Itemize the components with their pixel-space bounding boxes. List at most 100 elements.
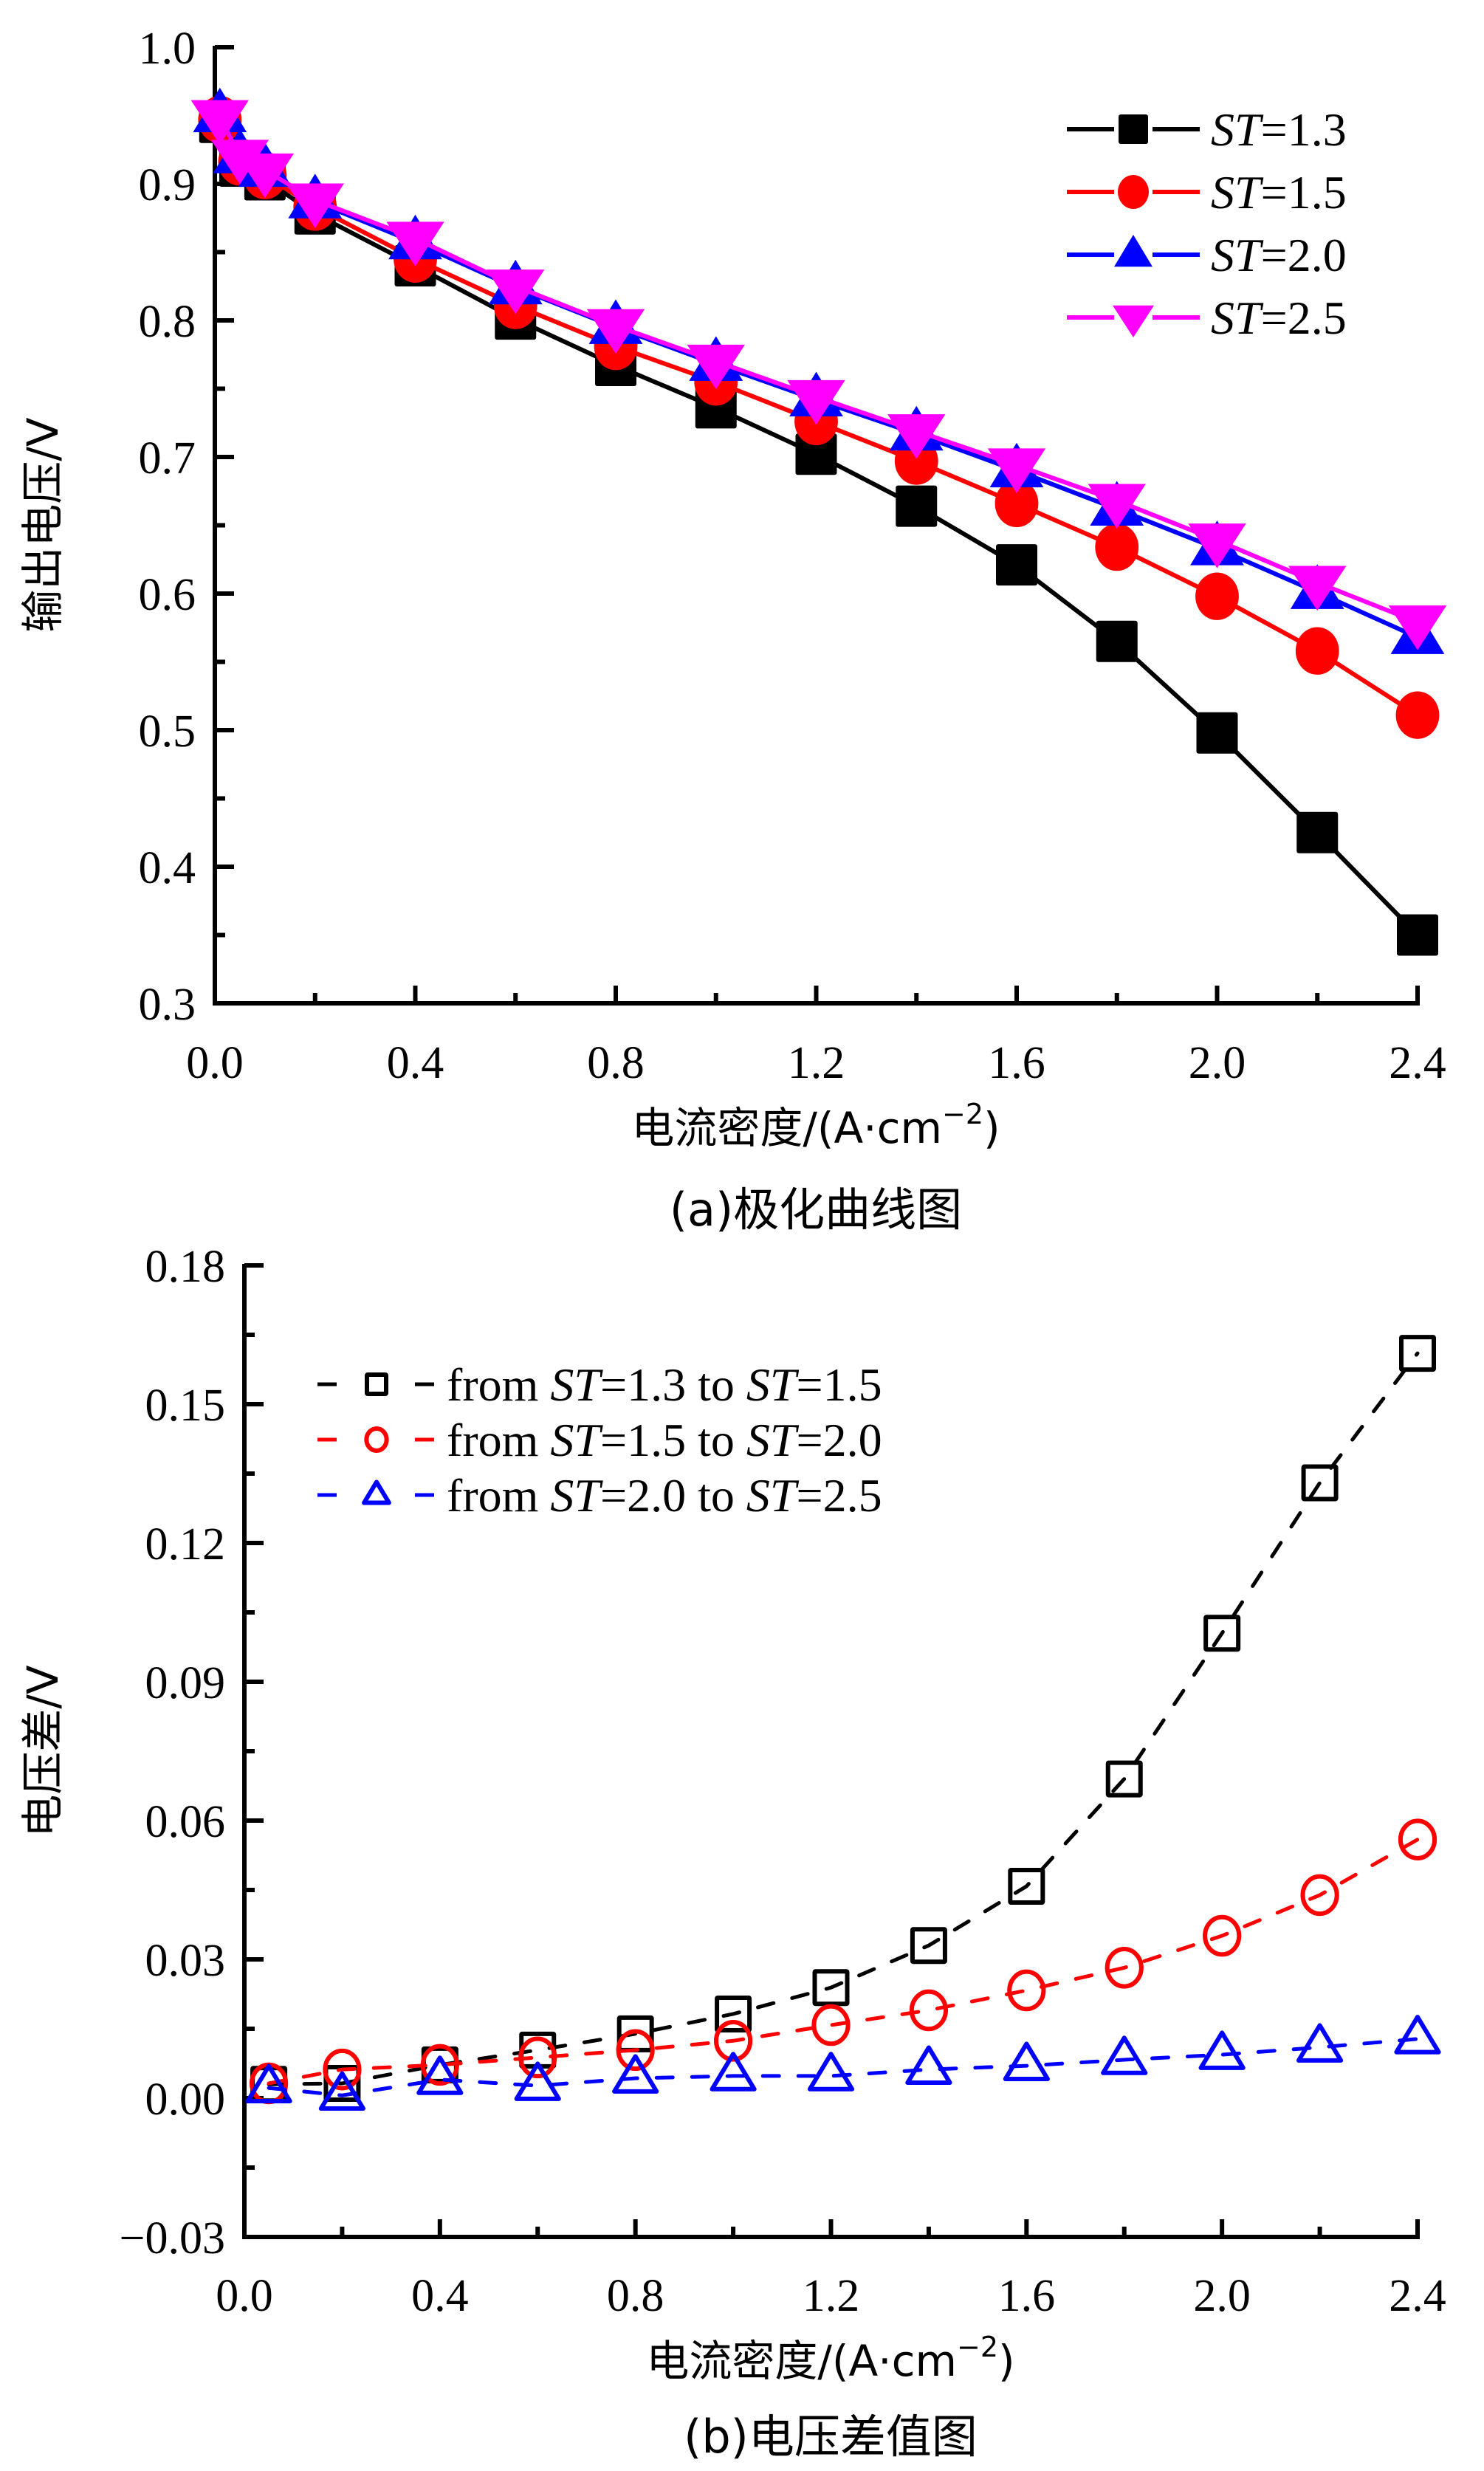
chart-b-ytick-label: −0.03 [120, 2213, 225, 2264]
chart-b-series-0-line [267, 1351, 1420, 2086]
chart-b-xtick-label: 1.6 [998, 2271, 1056, 2321]
chart-b-legend-gap [357, 1417, 396, 1462]
chart-b-data-point [1399, 1335, 1436, 1372]
chart-a-xtick-label: 2.0 [1189, 1038, 1246, 1088]
chart-a-data-point [1397, 914, 1438, 956]
chart-b-legend-gap [357, 1473, 396, 1517]
chart-b-xlabel-tail: ) [998, 2336, 1015, 2386]
chart-b-data-point [420, 2044, 459, 2086]
chart-a-ytick-label: 0.4 [139, 843, 196, 893]
chart-b-ytick-label: 0.09 [145, 1658, 226, 1708]
chart-b-data-point [1300, 1874, 1339, 1917]
chart-a-data-point [386, 221, 444, 267]
chart-b-data-point [1203, 1615, 1241, 1652]
chart-b-legend-marker [365, 1372, 388, 1396]
chart-b-data-point [1198, 2030, 1246, 2070]
chart-b-xtick-label: 2.4 [1389, 2271, 1446, 2321]
chart-b-series [245, 1335, 1441, 2111]
chart-a-ytick-label: 0.9 [139, 160, 196, 210]
chart-a-data-point [996, 544, 1037, 586]
chart-a-xlabel-sup: −2 [942, 1098, 983, 1130]
chart-a-data-point [887, 414, 946, 459]
chart-b-legend-label: from ST=1.5 to ST=2.0 [447, 1414, 882, 1466]
chart-a-legend-item: ST=2.5 [1067, 292, 1347, 344]
chart-a-legend-marker [1119, 114, 1148, 144]
chart-b-xlabel-main: 电流密度/(A·cm [646, 2336, 957, 2386]
chart-b-data-point [323, 2048, 362, 2091]
chart-b-ytick-label: 0.03 [145, 1936, 226, 1986]
chart-a-caption: (a)极化曲线图 [670, 1183, 962, 1237]
chart-b-data-point [514, 2061, 561, 2101]
chart-b-ytick-label: 0.15 [145, 1381, 226, 1431]
chart-a-data-point [987, 448, 1046, 493]
chart-a-data-point [286, 183, 344, 228]
chart-a-data-point [896, 485, 938, 527]
chart-b-legend-item: from ST=1.5 to ST=2.0 [317, 1414, 882, 1466]
chart-b-data-point [910, 1927, 947, 1965]
chart-a-ytick-label: 0.5 [139, 707, 196, 757]
chart-b-xlabel: 电流密度/(A·cm−2) [646, 2331, 1014, 2386]
chart-a-data-point [687, 344, 745, 390]
chart-b-data-point [416, 2055, 464, 2095]
chart-a-data-point [1296, 811, 1339, 853]
chart-b-axes: −0.03 0.00 0.03 0.06 0.09 0.12 0.15 0.18 0.0 0.4 0… [120, 1242, 1446, 2321]
chart-b-data-point [811, 2004, 851, 2046]
chart-a-ytick-label: 0.7 [139, 433, 196, 484]
chart-b-ytick-label: 0.18 [145, 1242, 226, 1292]
chart-a-data-point [487, 269, 545, 315]
chart-b-data-point [1007, 1969, 1046, 2012]
chart-b-data-point [1101, 2035, 1148, 2075]
chart-b-xlabel-sup: −2 [957, 2331, 998, 2363]
chart-a-data-point [1196, 712, 1238, 754]
chart-b-series-2-line [267, 2037, 1420, 2097]
chart-b-legend-label: from ST=1.3 to ST=1.5 [447, 1358, 882, 1411]
chart-a-data-point [236, 153, 295, 199]
chart-a-polarization: 0.3 0.4 0.5 0.6 0.7 0.8 0.9 1.0 0.0 0.4 0.8 1.2 1.6 2… [18, 24, 1447, 1237]
chart-b-data-point [518, 2036, 557, 2079]
chart-b-legend-item: from ST=2.0 to ST=2.5 [317, 1469, 882, 1522]
chart-a-data-point [1095, 523, 1139, 571]
chart-b-series-1 [250, 1818, 1437, 2105]
chart-a-data-point [586, 309, 645, 354]
chart-b-xtick-label: 1.2 [803, 2271, 860, 2321]
chart-b-xtick-label: 2.0 [1193, 2271, 1251, 2321]
chart-b-xtick-label: 0.4 [411, 2271, 469, 2321]
chart-a-xtick-label: 0.8 [587, 1038, 645, 1088]
chart-a-legend-marker [1113, 305, 1154, 337]
chart-a-data-point [210, 140, 269, 185]
chart-b-data-point [318, 2071, 366, 2111]
chart-a-data-point [1395, 691, 1440, 739]
chart-a-ylabel: 输出电压/V [18, 417, 68, 633]
chart-a-legend-label: ST=1.5 [1211, 166, 1347, 219]
chart-a-xlabel: 电流密度/(A·cm−2) [631, 1098, 1000, 1153]
chart-a-ytick-label: 0.6 [139, 570, 196, 620]
chart-b-series-1-line [267, 1838, 1420, 2086]
chart-a-legend-label: ST=2.5 [1211, 292, 1347, 344]
chart-b-xtick-label: 0.0 [216, 2271, 273, 2321]
chart-b-legend-marker [364, 1426, 389, 1453]
chart-a-data-point [1188, 523, 1246, 568]
chart-a-data-point [995, 479, 1039, 528]
chart-b-data-point [1008, 1867, 1045, 1905]
chart-b-data-point [715, 1995, 752, 2032]
chart-b-legend-label: from ST=2.0 to ST=2.5 [447, 1469, 882, 1522]
chart-b-ytick-label: 0.06 [145, 1797, 226, 1847]
chart-b-data-point [807, 2052, 855, 2092]
chart-b-xtick-label: 0.8 [607, 2271, 664, 2321]
chart-b-ytick-label: 0.00 [145, 2075, 226, 2125]
chart-b-voltage-difference: −0.03 0.00 0.03 0.06 0.09 0.12 0.15 0.18 0.0 0.4 0… [18, 1242, 1446, 2464]
chart-b-data-point [1105, 1760, 1143, 1798]
chart-a-xtick-label: 2.4 [1389, 1038, 1446, 1088]
chart-a-legend-label: ST=1.3 [1211, 103, 1347, 156]
chart-b-data-point [710, 2052, 757, 2092]
chart-a-data-point [1295, 627, 1339, 675]
chart-a-data-point [1288, 566, 1347, 611]
chart-a-xtick-label: 1.2 [788, 1038, 845, 1088]
chart-b-legend-gap [357, 1362, 396, 1406]
chart-a-ytick-label: 0.3 [139, 980, 196, 1030]
chart-b-data-point [612, 2054, 659, 2094]
chart-b-data-point [713, 2019, 753, 2062]
chart-a-data-point [795, 433, 837, 475]
